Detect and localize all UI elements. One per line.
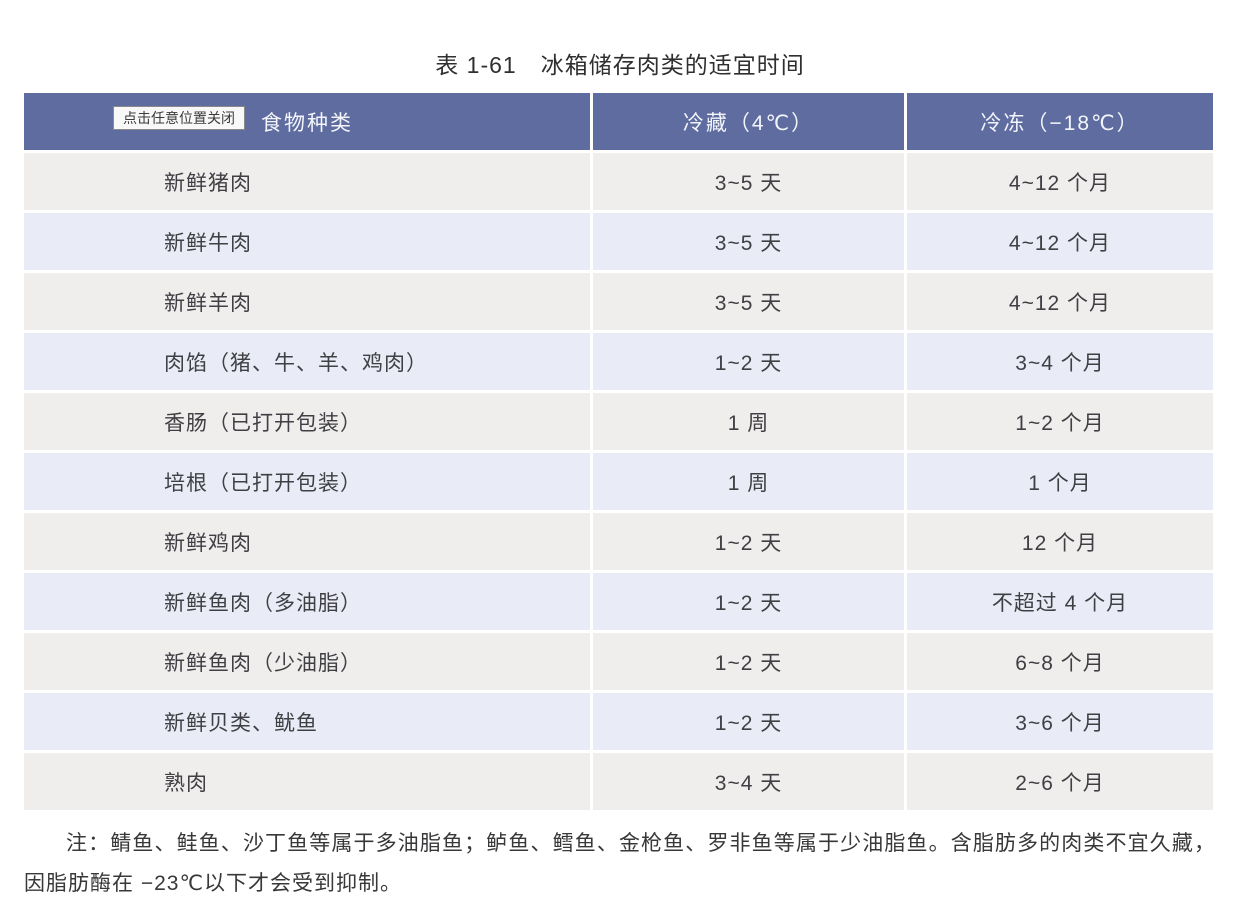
cell-food: 新鲜鸡肉 (24, 513, 590, 570)
table-row: 香肠（已打开包装） 1 周 1~2 个月 (24, 393, 1213, 450)
cell-food: 新鲜羊肉 (24, 273, 590, 330)
table-row: 新鲜牛肉 3~5 天 4~12 个月 (24, 213, 1213, 270)
cell-freezer: 1 个月 (907, 453, 1213, 510)
table-header-row: 食物种类 冷藏（4℃） 冷冻（−18℃） (24, 93, 1213, 150)
storage-table: 食物种类 冷藏（4℃） 冷冻（−18℃） 新鲜猪肉 3~5 天 4~12 个月 … (24, 93, 1213, 813)
footnote: 注：鲭鱼、鲑鱼、沙丁鱼等属于多油脂鱼；鲈鱼、鳕鱼、金枪鱼、罗非鱼等属于少油脂鱼。… (24, 832, 1216, 895)
close-overlay-tooltip[interactable]: 点击任意位置关闭 (113, 106, 245, 130)
cell-fridge: 1~2 天 (593, 633, 904, 690)
cell-food: 香肠（已打开包装） (24, 393, 590, 450)
cell-fridge: 1~2 天 (593, 693, 904, 750)
cell-fridge: 1~2 天 (593, 513, 904, 570)
table-row: 新鲜猪肉 3~5 天 4~12 个月 (24, 153, 1213, 210)
cell-food: 新鲜牛肉 (24, 213, 590, 270)
table-row: 新鲜贝类、鱿鱼 1~2 天 3~6 个月 (24, 693, 1213, 750)
cell-food: 新鲜鱼肉（少油脂） (24, 633, 590, 690)
cell-fridge: 1~2 天 (593, 573, 904, 630)
table-row: 新鲜鱼肉（少油脂） 1~2 天 6~8 个月 (24, 633, 1213, 690)
cell-fridge: 1 周 (593, 453, 904, 510)
cell-freezer: 1~2 个月 (907, 393, 1213, 450)
cell-freezer: 12 个月 (907, 513, 1213, 570)
cell-fridge: 3~4 天 (593, 753, 904, 810)
cell-freezer: 3~4 个月 (907, 333, 1213, 390)
cell-food: 新鲜鱼肉（多油脂） (24, 573, 590, 630)
cell-freezer: 4~12 个月 (907, 273, 1213, 330)
cell-freezer: 2~6 个月 (907, 753, 1213, 810)
cell-food: 肉馅（猪、牛、羊、鸡肉） (24, 333, 590, 390)
cell-freezer: 6~8 个月 (907, 633, 1213, 690)
cell-food: 新鲜贝类、鱿鱼 (24, 693, 590, 750)
cell-freezer: 4~12 个月 (907, 213, 1213, 270)
table-row: 肉馅（猪、牛、羊、鸡肉） 1~2 天 3~4 个月 (24, 333, 1213, 390)
cell-freezer: 不超过 4 个月 (907, 573, 1213, 630)
cell-fridge: 1 周 (593, 393, 904, 450)
table-row: 新鲜鱼肉（多油脂） 1~2 天 不超过 4 个月 (24, 573, 1213, 630)
header-food-type: 食物种类 (24, 93, 590, 150)
cell-food: 新鲜猪肉 (24, 153, 590, 210)
cell-food: 培根（已打开包装） (24, 453, 590, 510)
cell-fridge: 3~5 天 (593, 273, 904, 330)
table-row: 培根（已打开包装） 1 周 1 个月 (24, 453, 1213, 510)
cell-fridge: 1~2 天 (593, 333, 904, 390)
cell-food: 熟肉 (24, 753, 590, 810)
page-title: 表 1-61 冰箱储存肉类的适宜时间 (435, 52, 805, 78)
cell-fridge: 3~5 天 (593, 213, 904, 270)
cell-freezer: 3~6 个月 (907, 693, 1213, 750)
table-row: 新鲜羊肉 3~5 天 4~12 个月 (24, 273, 1213, 330)
header-refrigerated: 冷藏（4℃） (593, 93, 904, 150)
header-frozen: 冷冻（−18℃） (907, 93, 1213, 150)
table-row: 熟肉 3~4 天 2~6 个月 (24, 753, 1213, 810)
cell-fridge: 3~5 天 (593, 153, 904, 210)
table-row: 新鲜鸡肉 1~2 天 12 个月 (24, 513, 1213, 570)
cell-freezer: 4~12 个月 (907, 153, 1213, 210)
